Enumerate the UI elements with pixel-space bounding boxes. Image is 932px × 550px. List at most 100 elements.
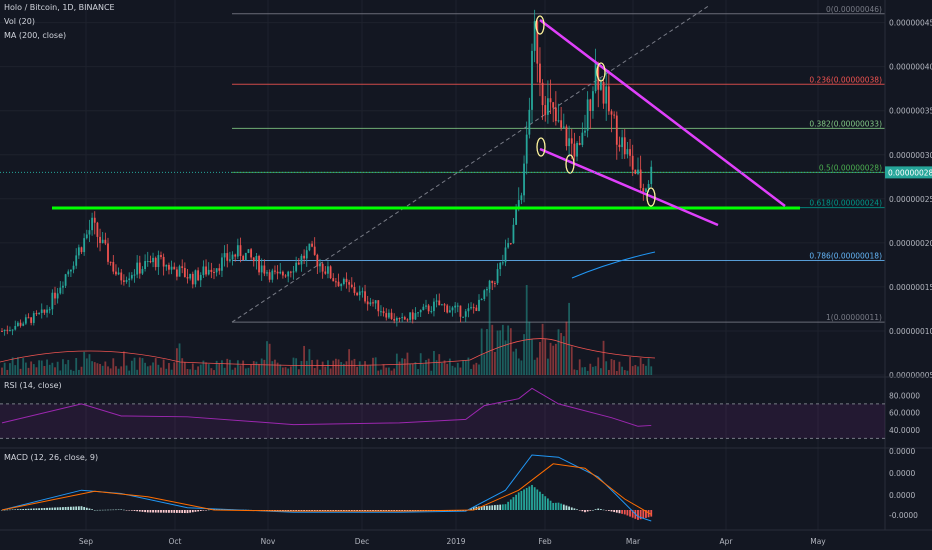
volume-bar [77,369,80,375]
volume-bar [560,332,563,375]
candle-body [544,105,547,115]
volume-bar [289,366,292,375]
candle-body [467,308,470,312]
candle-body [64,274,67,286]
macd-histogram-bar [189,510,192,513]
candle-body [361,291,364,293]
candle-body [189,273,192,279]
macd-histogram-bar [107,509,109,511]
volume-bar [329,368,332,375]
volume-bar [99,363,101,375]
macd-histogram-bar [51,507,54,510]
macd-histogram-bar [531,484,533,510]
x-axis-label: May [810,537,826,546]
macd-histogram-bar [178,510,181,513]
x-axis-label: Dec [355,537,370,546]
macd-histogram-bar [67,506,70,510]
volume-bar [446,363,449,375]
candle-body [115,271,117,275]
candle-body [517,200,520,208]
macd-histogram-bar [27,508,30,510]
candle-body [239,245,242,257]
volume-bar [311,359,313,375]
candle-body [332,278,335,282]
candle-body [231,254,234,260]
candle-body [32,313,35,323]
macd-histogram-bar [6,509,9,511]
macd-histogram-bar [93,510,96,511]
volume-bar [605,361,608,375]
macd-histogram-bar [183,510,186,514]
macd-histogram-bar [607,510,610,511]
macd-histogram-bar [120,509,123,510]
candle-body [568,138,570,147]
macd-histogram-bar [173,510,176,513]
macd-histogram-bar [213,508,215,510]
candle-body [284,275,287,277]
x-axis-label: Apr [720,537,734,546]
candle-body [454,305,457,308]
volume-bar [123,351,125,375]
volume-bar [173,362,176,375]
volume-bar [303,345,305,375]
macd-histogram-bar [623,510,626,515]
macd-histogram-bar [170,510,173,513]
macd-histogram-bar [372,510,374,512]
volume-bar [451,365,454,375]
candle-body [210,269,213,272]
candle-body [183,267,186,278]
volume-bar [597,357,600,375]
macd-histogram-bar [22,508,25,510]
volume-bar [72,370,75,375]
volume-bar [59,370,62,375]
candle-body [9,330,11,332]
candle-body [414,313,417,320]
macd-histogram-bar [197,510,199,512]
volume-bar [409,363,411,375]
volume-bar [305,360,308,375]
candles [1,9,653,336]
macd-histogram-bar [602,509,605,511]
candle-body [557,120,560,122]
candle-body [462,316,464,318]
macd-histogram-bar [647,510,650,518]
macd-histogram-bar [313,510,316,512]
volume-bar [464,360,467,375]
candle-body [486,289,488,291]
volume-bar [234,367,237,375]
candle-body [77,247,80,256]
candle-body [120,272,123,281]
candle-body [472,307,475,309]
volume-bar [128,370,131,375]
volume-bar [478,364,480,375]
highlight-ellipse [596,62,606,82]
candle-body [266,272,268,274]
volume-bar [645,365,647,375]
candle-body [43,309,46,313]
volume-bar [610,359,613,375]
candle-body [417,312,419,314]
macd-histogram-bar [311,510,313,512]
volume-bar [70,369,72,375]
volume-bar [541,323,544,375]
volume-bar [287,368,290,375]
candle-body [313,246,316,255]
volume-bar [11,357,14,375]
volume-bars [1,285,653,375]
candle-body [321,263,324,272]
volume-bar [22,358,25,375]
candle-body [104,239,107,244]
macd-histogram-bar [499,504,502,510]
volume-bar [631,366,634,375]
candle-body [181,266,184,268]
volume-bar [221,360,223,375]
macd-histogram-bar [380,510,382,512]
candle-body [128,278,131,281]
candle-body [56,293,59,299]
candle-body [610,111,613,115]
candle-body [303,255,305,259]
macd-histogram-bar [101,509,104,511]
volume-bar [194,369,197,375]
